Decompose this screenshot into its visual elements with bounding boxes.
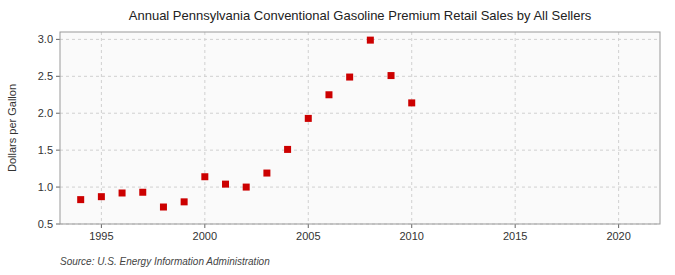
point	[243, 184, 250, 191]
y-tick	[56, 224, 60, 225]
y-tick	[56, 113, 60, 114]
x-tick	[204, 224, 205, 228]
point	[201, 173, 208, 180]
x-grid-line	[618, 32, 619, 224]
y-tick-label: 2.5	[38, 70, 53, 82]
point	[119, 189, 126, 196]
y-grid-line	[60, 39, 660, 40]
chart-svg: 0.5 1.0 1.5 2.0 2.5 3.0 1995 2000 2005 2010 2015 20…	[0, 0, 675, 275]
y-axis-label: Dollars per Gallon	[6, 84, 18, 172]
x-tick-label: 2020	[606, 230, 630, 242]
x-tick	[515, 224, 516, 228]
y-grid-line	[60, 187, 660, 188]
y-tick-label: 1.0	[38, 181, 53, 193]
point	[139, 189, 146, 196]
x-tick	[308, 224, 309, 228]
x-grid-line	[515, 32, 516, 224]
y-tick	[56, 76, 60, 77]
y-tick-label: 2.0	[38, 107, 53, 119]
x-tick	[411, 224, 412, 228]
y-tick	[56, 187, 60, 188]
point	[98, 193, 105, 200]
y-grid-line	[60, 150, 660, 151]
y-tick-label: 0.5	[38, 218, 53, 230]
y-tick	[56, 39, 60, 40]
x-grid-line	[411, 32, 412, 224]
title: Annual Pennsylvania Conventional Gasolin…	[129, 8, 592, 23]
x-tick-label: 2000	[193, 230, 217, 242]
points	[77, 37, 415, 211]
x-tick-label: 2005	[296, 230, 320, 242]
plot-background	[60, 32, 660, 224]
source-note: Source: U.S. Energy Information Administ…	[60, 256, 270, 267]
axes: 0.5 1.0 1.5 2.0 2.5 3.0 1995 2000 2005 2010 2015 20…	[38, 32, 660, 242]
y-grid-line	[60, 76, 660, 77]
point	[77, 196, 84, 203]
y-tick-label: 1.5	[38, 144, 53, 156]
x-grid-line	[204, 32, 205, 224]
x-tick-label: 1995	[89, 230, 113, 242]
grid	[60, 32, 660, 224]
y-tick-label: 3.0	[38, 33, 53, 45]
chart-container: 0.5 1.0 1.5 2.0 2.5 3.0 1995 2000 2005 2010 2015 20…	[0, 0, 675, 275]
plot-frame	[60, 32, 660, 224]
x-grid-line	[308, 32, 309, 224]
point	[263, 170, 270, 177]
point	[346, 74, 353, 81]
point	[325, 91, 332, 98]
point	[388, 72, 395, 79]
x-tick	[618, 224, 619, 228]
point	[305, 115, 312, 122]
page: {"chart_data": {"type": "scatter", "titl…	[0, 0, 675, 275]
point	[160, 204, 167, 211]
y-tick	[56, 150, 60, 151]
point	[367, 37, 374, 44]
point	[222, 181, 229, 188]
point	[284, 146, 291, 153]
point	[181, 198, 188, 205]
x-tick	[101, 224, 102, 228]
y-grid-line	[60, 113, 660, 114]
x-tick-label: 2010	[399, 230, 423, 242]
x-tick-label: 2015	[503, 230, 527, 242]
point	[408, 99, 415, 106]
